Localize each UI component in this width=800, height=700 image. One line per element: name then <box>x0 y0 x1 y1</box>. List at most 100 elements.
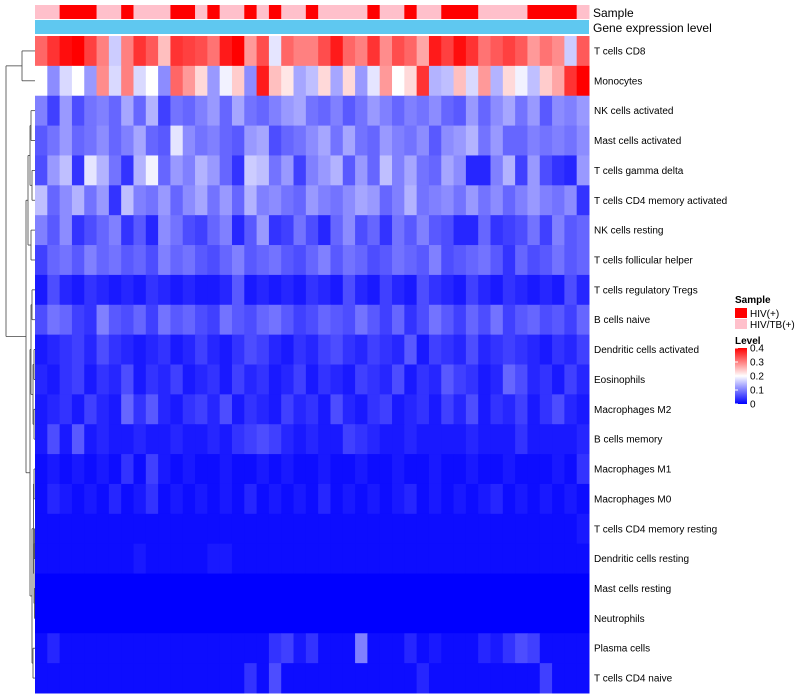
heatmap-cell <box>379 454 393 485</box>
heatmap-cell <box>305 424 319 455</box>
heatmap-cell <box>539 36 553 67</box>
heatmap-cell <box>539 125 553 156</box>
heatmap-cell <box>293 155 307 186</box>
heatmap-cell <box>539 185 553 216</box>
heatmap-cell <box>133 573 147 604</box>
heatmap-cell <box>552 543 565 575</box>
heatmap-cell <box>318 185 331 216</box>
heatmap-cell <box>108 245 122 276</box>
heatmap-cell <box>145 543 159 575</box>
heatmap-cell <box>478 483 492 515</box>
heatmap-cell <box>392 36 405 67</box>
heatmap-cell <box>305 65 319 97</box>
heatmap-cell <box>318 95 331 127</box>
heatmap-cell <box>244 513 258 545</box>
heatmap-cell <box>305 394 319 425</box>
heatmap-cell <box>576 603 590 634</box>
heatmap-cell <box>121 394 134 425</box>
heatmap-cell <box>293 95 307 127</box>
heatmap-cell <box>108 483 122 515</box>
heatmap-cell <box>35 274 48 306</box>
heatmap-cell <box>145 454 159 485</box>
heatmap-cell <box>35 215 48 246</box>
heatmap-cell <box>71 483 85 515</box>
heatmap-cell <box>256 125 270 156</box>
heatmap-cell <box>465 65 479 97</box>
heatmap-cell <box>392 304 405 336</box>
heatmap-cell <box>404 633 418 664</box>
heatmap-cell <box>170 364 184 395</box>
heatmap-cell <box>195 394 208 425</box>
heatmap-cell <box>392 215 405 246</box>
heatmap-cell <box>268 245 282 276</box>
heatmap-cell <box>281 513 295 545</box>
heatmap-cell <box>490 364 504 395</box>
heatmap-cell <box>47 125 61 156</box>
heatmap-cell <box>330 125 344 156</box>
heatmap-cell <box>231 36 245 67</box>
heatmap-cell <box>465 304 479 336</box>
heatmap-cell <box>404 573 418 604</box>
heatmap-cell <box>576 633 590 664</box>
heatmap-cell <box>428 543 442 575</box>
heatmap-cell <box>379 155 393 186</box>
heatmap-cell <box>330 155 344 186</box>
heatmap-cell <box>465 245 479 276</box>
heatmap-cell <box>379 543 393 575</box>
heatmap-cell <box>145 424 159 455</box>
sample-anno-cell <box>318 5 331 19</box>
heatmap-cell <box>195 663 208 694</box>
sample-anno-cell <box>121 5 134 19</box>
heatmap-cell <box>244 334 258 365</box>
heatmap-cell <box>84 36 98 67</box>
heatmap-cell <box>342 364 356 395</box>
heatmap-cell <box>59 424 73 455</box>
heatmap-cell <box>453 483 467 515</box>
heatmap-cell <box>96 125 110 156</box>
heatmap-cell <box>564 394 578 425</box>
heatmap-cell <box>219 424 233 455</box>
heatmap-cell <box>564 513 578 545</box>
heatmap-cell <box>379 185 393 216</box>
heatmap-cell <box>47 95 61 127</box>
heatmap-cell <box>182 155 196 186</box>
heatmap-cell <box>281 334 295 365</box>
heatmap-cell <box>392 573 405 604</box>
heatmap-cell <box>158 424 171 455</box>
heatmap-cell <box>195 36 208 67</box>
heatmap-cell <box>133 274 147 306</box>
heatmap-cell <box>490 36 504 67</box>
row-label: T cells CD4 memory activated <box>594 196 727 207</box>
heatmap-cell <box>96 65 110 97</box>
heatmap-cell <box>145 513 159 545</box>
heatmap-cell <box>59 155 73 186</box>
heatmap-cell <box>539 274 553 306</box>
heatmap-cell <box>170 454 184 485</box>
heatmap-cell <box>207 95 221 127</box>
heatmap-cell <box>342 633 356 664</box>
heatmap-cell <box>527 633 541 664</box>
heatmap-cell <box>576 483 590 515</box>
heatmap-cell <box>281 274 295 306</box>
heatmap-cell <box>195 543 208 575</box>
heatmap-cell <box>490 573 504 604</box>
heatmap-cell <box>170 274 184 306</box>
heatmap-cell <box>71 364 85 395</box>
heatmap-cell <box>355 155 368 186</box>
heatmap-cell <box>133 334 147 365</box>
heatmap-cell <box>59 573 73 604</box>
row-label: T cells gamma delta <box>594 166 684 177</box>
heatmap-cell <box>281 394 295 425</box>
heatmap-cell <box>71 304 85 336</box>
heatmap-cell <box>441 245 455 276</box>
heatmap-cell <box>293 603 307 634</box>
heatmap-cell <box>564 185 578 216</box>
heatmap-cell <box>256 334 270 365</box>
legend-level-ticks: 0 0.1 0.2 0.3 0.4 <box>735 344 764 411</box>
row-label: Mast cells activated <box>594 136 681 147</box>
heatmap-cell <box>293 424 307 455</box>
heatmap-cell <box>502 454 516 485</box>
heatmap-cell <box>564 274 578 306</box>
heatmap-cell <box>96 543 110 575</box>
heatmap-cells <box>35 36 590 694</box>
